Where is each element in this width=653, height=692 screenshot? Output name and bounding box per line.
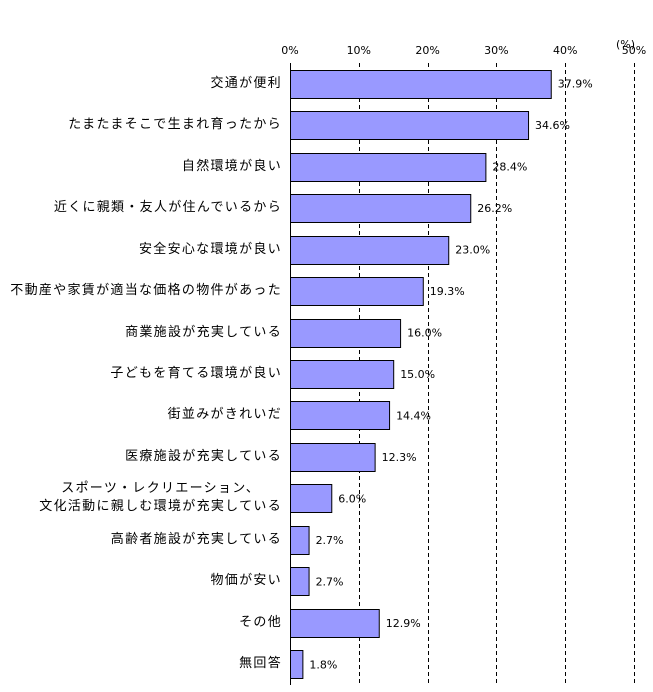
category-label: その他 (239, 614, 282, 630)
category-label: 街並みがきれいだ (167, 407, 282, 423)
bar (290, 484, 333, 513)
category-label: 近くに親類・友人が住んでいるから (53, 200, 282, 216)
bar (290, 111, 530, 140)
tick-label: 10% (347, 44, 371, 57)
category-label: 交通が便利 (210, 75, 282, 91)
category-label: たまたまそこで生まれ育ったから (68, 117, 282, 133)
category-label: 高齢者施設が充実している (110, 531, 282, 547)
data-label: 26.2% (477, 202, 512, 215)
bar (290, 526, 310, 555)
bar (290, 277, 424, 306)
bar (290, 609, 380, 638)
category-label: 安全安心な環境が良い (138, 241, 282, 257)
category-label: 自然環境が良い (181, 158, 282, 174)
data-label: 34.6% (535, 119, 570, 132)
bar (290, 153, 487, 182)
category-label: スポーツ・レクリエーション、 文化活動に親しむ環境が充実している (39, 481, 282, 515)
bar (290, 236, 450, 265)
category-label: 医療施設が充実している (125, 448, 282, 464)
category-label: 商業施設が充実している (125, 324, 282, 340)
tick-label: 0% (281, 44, 298, 57)
bar (290, 319, 402, 348)
tick-label: 40% (553, 44, 577, 57)
bar (290, 650, 304, 679)
data-label: 2.7% (316, 575, 344, 588)
data-label: 2.7% (316, 534, 344, 547)
tick-label: 50% (622, 44, 646, 57)
bar (290, 70, 552, 99)
data-label: 6.0% (338, 492, 366, 505)
data-label: 23.0% (455, 244, 490, 257)
category-label: 無回答 (239, 656, 282, 672)
data-label: 12.3% (382, 451, 417, 464)
category-label: 物価が安い (210, 573, 282, 589)
data-label: 16.0% (407, 327, 442, 340)
data-label: 1.8% (309, 658, 337, 671)
data-label: 12.9% (386, 617, 421, 630)
unit-label: (%) (616, 38, 636, 51)
category-label: 子どもを育てる環境が良い (110, 366, 282, 381)
data-label: 19.3% (430, 285, 465, 298)
bar (290, 443, 376, 472)
category-label: 不動産や家賃が適当な価格の物件があった (10, 283, 282, 299)
data-label: 14.4% (396, 409, 431, 422)
data-label: 28.4% (492, 161, 527, 174)
data-label: 15.0% (400, 368, 435, 381)
data-label: 37.9% (558, 78, 593, 91)
bar (290, 401, 391, 430)
bar (290, 360, 395, 389)
bar (290, 567, 310, 596)
tick-label: 30% (484, 44, 508, 57)
bar (290, 194, 472, 223)
tick-label: 20% (415, 44, 439, 57)
